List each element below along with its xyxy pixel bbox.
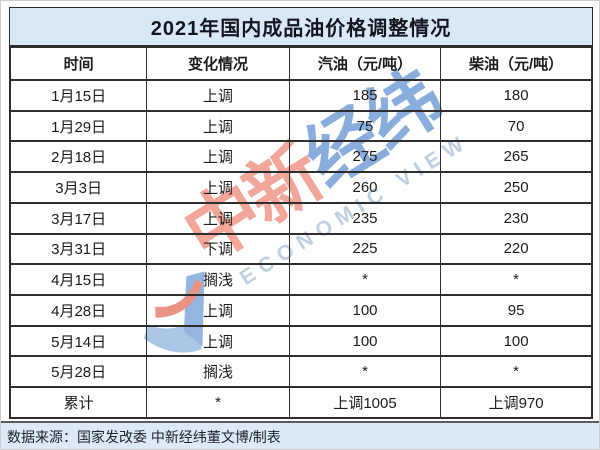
cell-diesel: * (440, 355, 593, 389)
cell-change: 下调 (146, 232, 290, 266)
table-row: 3月3日 上调 260 250 (9, 171, 593, 204)
cell-gas: 275 (288, 140, 442, 174)
cell-diesel: 100 (440, 324, 593, 358)
cell-date: 3月17日 (9, 201, 148, 235)
cell-diesel: 95 (440, 294, 593, 327)
cell-change: 搁浅 (146, 263, 290, 297)
cell-date: 1月15日 (9, 79, 148, 112)
cell-gas: 100 (288, 324, 442, 358)
data-source-bar: 数据来源：国家发改委 中新经纬董文博/制表 (1, 421, 599, 449)
cell-gas: 235 (288, 201, 442, 235)
cell-diesel: 上调970 (440, 386, 593, 419)
cell-gas: 100 (288, 294, 442, 327)
cell-change: 上调 (146, 171, 290, 204)
cell-change: 上调 (146, 294, 290, 327)
page-title: 2021年国内成品油价格调整情况 (9, 7, 593, 46)
table-row: 2月18日 上调 275 265 (9, 140, 593, 174)
cell-date: 5月28日 (9, 355, 148, 389)
cell-gas: * (288, 263, 442, 297)
cell-date: 3月31日 (9, 232, 148, 266)
cell-change: 上调 (146, 324, 290, 358)
cell-date: 3月3日 (9, 171, 148, 204)
table-row: 3月17日 上调 235 230 (9, 201, 593, 235)
table-row: 5月28日 搁浅 * * (9, 355, 593, 389)
cell-date: 累计 (9, 386, 148, 419)
table-row: 1月15日 上调 185 180 (9, 79, 593, 112)
cell-change: 上调 (146, 109, 290, 143)
table-row: 3月31日 下调 225 220 (9, 232, 593, 266)
cell-date: 4月28日 (9, 294, 148, 327)
cell-gas: 185 (288, 79, 442, 112)
cell-change: 搁浅 (146, 355, 290, 389)
cell-diesel: 70 (440, 109, 593, 143)
col-header-change: 变化情况 (146, 46, 290, 81)
table-row: 累计 * 上调1005 上调970 (9, 386, 593, 419)
cell-gas: 上调1005 (288, 386, 442, 419)
col-header-diesel: 柴油（元/吨） (440, 46, 593, 81)
data-source-text: 数据来源：国家发改委 中新经纬董文博/制表 (7, 429, 281, 445)
cell-gas: 75 (288, 109, 442, 143)
cell-diesel: 230 (440, 201, 593, 235)
col-header-gasoline: 汽油（元/吨） (288, 46, 442, 81)
cell-gas: 225 (288, 232, 442, 266)
cell-change: 上调 (146, 79, 290, 112)
cell-gas: * (288, 355, 442, 389)
cell-diesel: * (440, 263, 593, 297)
table-row: 1月29日 上调 75 70 (9, 109, 593, 143)
table-row: 4月28日 上调 100 95 (9, 294, 593, 327)
table-row: 4月15日 搁浅 * * (9, 263, 593, 297)
cell-gas: 260 (288, 171, 442, 204)
table-row: 5月14日 上调 100 100 (9, 324, 593, 358)
cell-diesel: 250 (440, 171, 593, 204)
cell-date: 2月18日 (9, 140, 148, 174)
table-header-row: 时间 变化情况 汽油（元/吨） 柴油（元/吨） (9, 46, 593, 81)
cell-change: 上调 (146, 201, 290, 235)
price-adjustment-table: 时间 变化情况 汽油（元/吨） 柴油（元/吨） 1月15日 上调 185 180 1月2… (9, 46, 593, 419)
cell-date: 1月29日 (9, 109, 148, 143)
cell-date: 4月15日 (9, 263, 148, 297)
cell-change: * (146, 386, 290, 419)
cell-diesel: 220 (440, 232, 593, 266)
cell-date: 5月14日 (9, 324, 148, 358)
cell-diesel: 265 (440, 140, 593, 174)
col-header-time: 时间 (9, 46, 148, 81)
cell-change: 上调 (146, 140, 290, 174)
cell-diesel: 180 (440, 79, 593, 112)
